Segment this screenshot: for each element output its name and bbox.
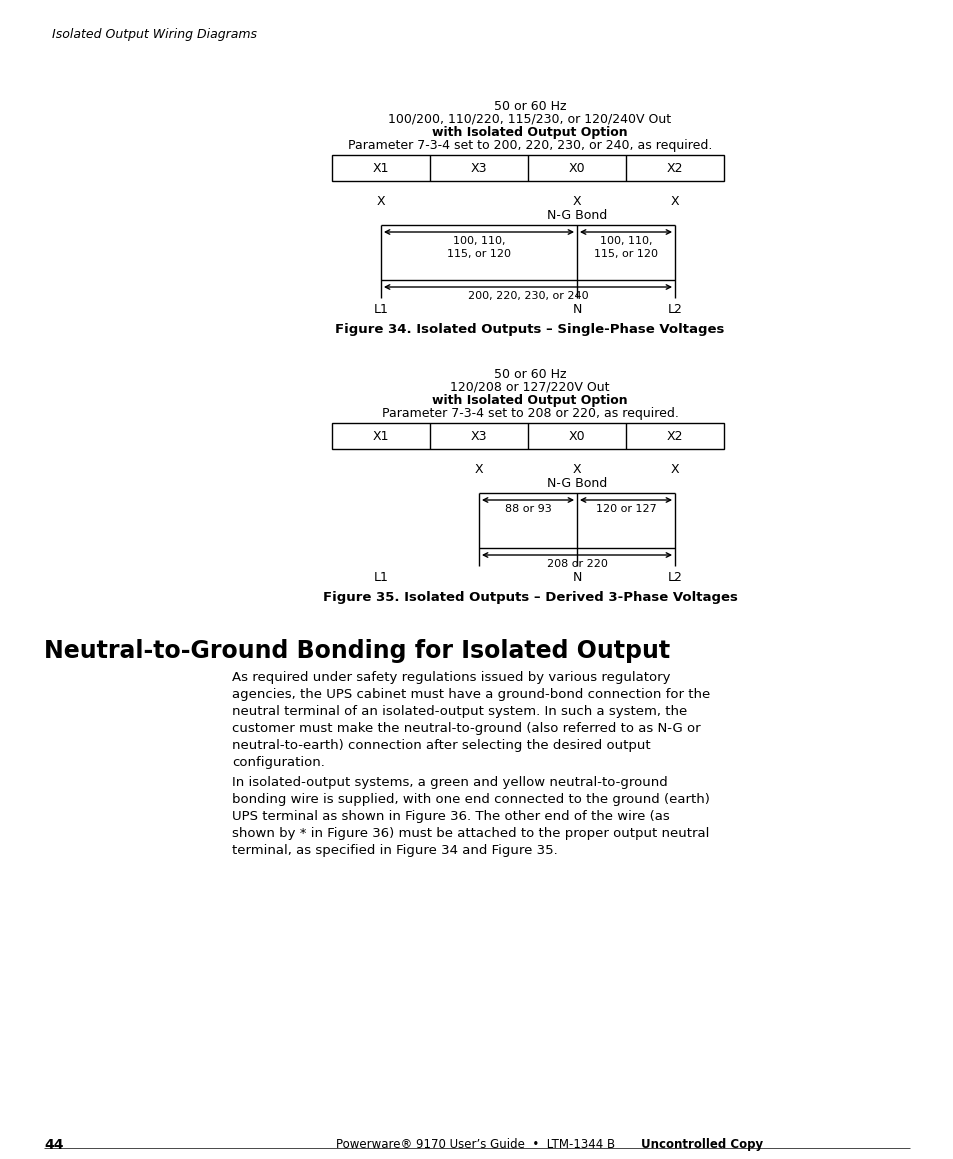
Text: In isolated-output systems, a green and yellow neutral-to-ground
bonding wire is: In isolated-output systems, a green and … [232,777,709,857]
Text: X0: X0 [568,430,585,443]
Bar [332,423,723,449]
Text: X3: X3 [470,430,487,443]
Text: Uncontrolled Copy: Uncontrolled Copy [640,1138,762,1151]
Text: 200, 220, 230, or 240: 200, 220, 230, or 240 [467,291,588,301]
Text: L2: L2 [667,302,681,316]
Text: L1: L1 [374,571,388,584]
Text: X1: X1 [373,162,389,175]
Text: Parameter 7-3-4 set to 200, 220, 230, or 240, as required.: Parameter 7-3-4 set to 200, 220, 230, or… [348,139,712,152]
Text: N: N [572,571,581,584]
Text: Parameter 7-3-4 set to 208 or 220, as required.: Parameter 7-3-4 set to 208 or 220, as re… [381,407,678,420]
Text: N-G Bond: N-G Bond [546,478,606,490]
Text: X: X [572,195,580,207]
Text: Isolated Output Wiring Diagrams: Isolated Output Wiring Diagrams [52,28,256,41]
Text: X2: X2 [666,430,682,443]
Text: with Isolated Output Option: with Isolated Output Option [432,394,627,407]
Text: 50 or 60 Hz: 50 or 60 Hz [494,369,566,381]
Text: Powerware® 9170 User’s Guide  •  LTM-1344 B: Powerware® 9170 User’s Guide • LTM-1344 … [335,1138,618,1151]
Text: X: X [670,462,679,476]
Text: X: X [376,195,385,207]
Text: 44: 44 [44,1138,64,1152]
Text: X3: X3 [470,162,487,175]
Text: X1: X1 [373,430,389,443]
Text: L2: L2 [667,571,681,584]
Text: N-G Bond: N-G Bond [546,209,606,223]
Bar [332,155,723,181]
Text: 50 or 60 Hz: 50 or 60 Hz [494,100,566,112]
Text: L1: L1 [374,302,388,316]
Text: 208 or 220: 208 or 220 [546,559,607,569]
Text: 120 or 127: 120 or 127 [595,504,656,513]
Text: with Isolated Output Option: with Isolated Output Option [432,126,627,139]
Text: 120/208 or 127/220V Out: 120/208 or 127/220V Out [450,381,609,394]
Text: X2: X2 [666,162,682,175]
Text: N: N [572,302,581,316]
Text: X: X [572,462,580,476]
Text: X: X [670,195,679,207]
Text: 88 or 93: 88 or 93 [504,504,551,513]
Text: 100, 110,
115, or 120: 100, 110, 115, or 120 [594,236,658,260]
Text: X: X [475,462,483,476]
Text: X0: X0 [568,162,585,175]
Text: As required under safety regulations issued by various regulatory
agencies, the : As required under safety regulations iss… [232,671,709,770]
Text: Figure 34. Isolated Outputs – Single-Phase Voltages: Figure 34. Isolated Outputs – Single-Pha… [335,323,724,336]
Text: 100/200, 110/220, 115/230, or 120/240V Out: 100/200, 110/220, 115/230, or 120/240V O… [388,112,671,126]
Text: Figure 35. Isolated Outputs – Derived 3-Phase Voltages: Figure 35. Isolated Outputs – Derived 3-… [322,591,737,604]
Text: 100, 110,
115, or 120: 100, 110, 115, or 120 [447,236,511,260]
Text: Neutral-to-Ground Bonding for Isolated Output: Neutral-to-Ground Bonding for Isolated O… [44,639,669,663]
